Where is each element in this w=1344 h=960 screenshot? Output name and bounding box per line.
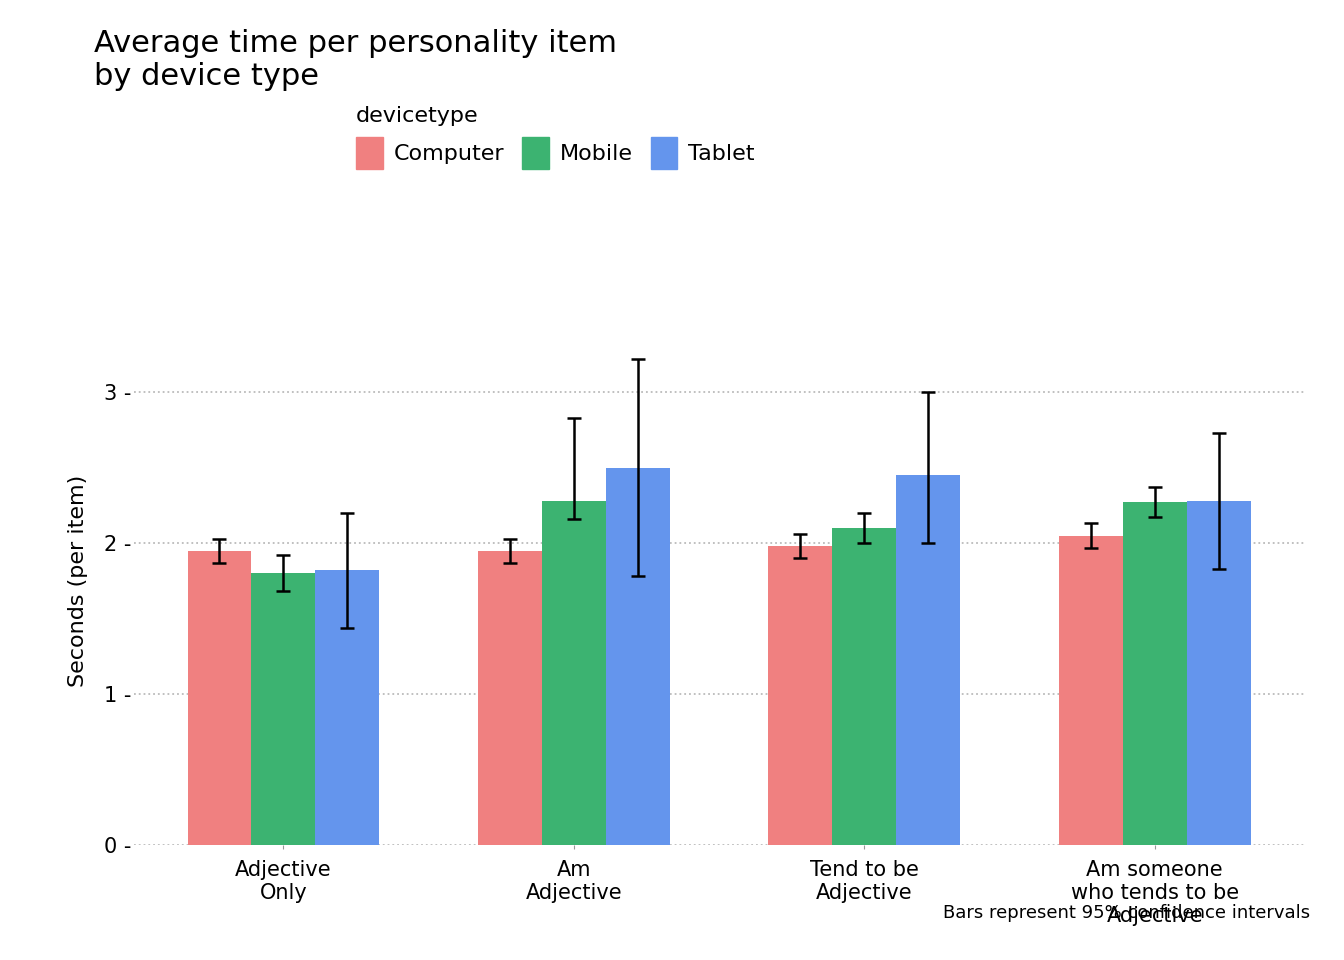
Bar [896, 475, 960, 845]
Bar [1059, 536, 1122, 845]
Bar [542, 501, 606, 845]
Bar [832, 528, 896, 845]
Bar [769, 546, 832, 845]
Bar [251, 573, 316, 845]
Bar [606, 468, 669, 845]
Text: Bars represent 95% confidence intervals: Bars represent 95% confidence intervals [943, 903, 1310, 922]
Bar [1187, 501, 1250, 845]
Bar [316, 570, 379, 845]
Bar [188, 551, 251, 845]
Y-axis label: Seconds (per item): Seconds (per item) [67, 474, 87, 687]
Text: Average time per personality item
by device type: Average time per personality item by dev… [94, 29, 617, 91]
Bar [478, 551, 542, 845]
Bar [1122, 502, 1187, 845]
Legend: Computer, Mobile, Tablet: Computer, Mobile, Tablet [356, 107, 755, 169]
